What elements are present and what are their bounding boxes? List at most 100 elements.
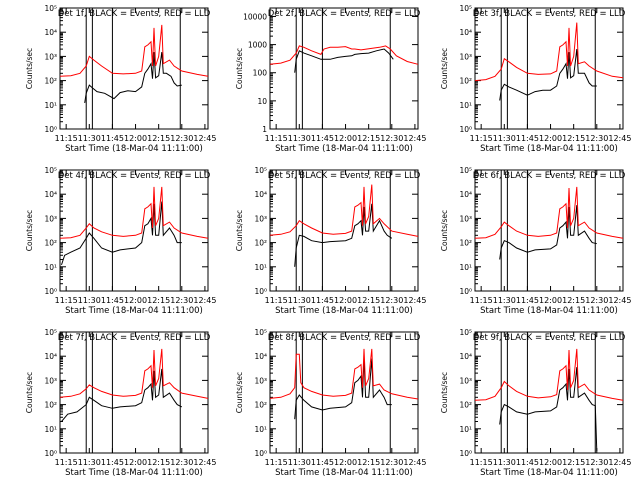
x-tick-label: 12:45 — [403, 296, 426, 305]
x-tick-label: 12:30 — [585, 134, 608, 143]
x-tick-label: 11:30 — [78, 134, 101, 143]
series-line-events — [499, 205, 597, 260]
y-axis-label: Counts/sec — [440, 48, 449, 89]
x-axis-label: Start Time (18-Mar-04 11:11:00) — [65, 306, 203, 316]
x-tick-label: 12:15 — [357, 458, 380, 467]
x-tick-label: 12:45 — [608, 458, 631, 467]
y-tick-label: 10⁴ — [254, 352, 267, 361]
y-axis-label: Counts/sec — [25, 48, 34, 89]
series-line-lld — [474, 348, 624, 401]
y-tick-label: 10⁰ — [254, 449, 267, 458]
x-axis-label: Start Time (18-Mar-04 11:11:00) — [480, 306, 618, 316]
x-axis-label: Start Time (18-Mar-04 11:11:00) — [65, 144, 203, 154]
x-tick-label: 12:15 — [147, 134, 170, 143]
y-tick-label: 1000 — [248, 41, 267, 50]
y-tick-label: 10⁵ — [254, 166, 267, 175]
x-tick-label: 12:00 — [539, 458, 562, 467]
x-tick-label: 12:30 — [380, 458, 403, 467]
panel-title: Det 2f, BLACK = Events, RED = LLD — [268, 9, 421, 19]
x-tick-label: 12:45 — [193, 296, 216, 305]
y-tick-label: 10² — [459, 239, 472, 248]
y-axis-label: Counts/sec — [25, 210, 34, 251]
y-axis-label: Counts/sec — [440, 210, 449, 251]
y-tick-label: 10² — [459, 77, 472, 86]
x-tick-label: 12:00 — [124, 134, 147, 143]
panel-title: Det 5f, BLACK = Events, RED = LLD — [268, 171, 421, 181]
x-tick-label: 11:15 — [265, 296, 288, 305]
x-tick-label: 12:15 — [147, 296, 170, 305]
x-tick-label: 11:15 — [55, 296, 78, 305]
x-tick-label: 12:45 — [193, 134, 216, 143]
x-tick-label: 12:15 — [357, 296, 380, 305]
x-tick-label: 12:00 — [334, 296, 357, 305]
y-tick-label: 10¹ — [254, 425, 267, 434]
plot-frame — [59, 331, 209, 454]
series-line-lld — [474, 22, 624, 82]
x-tick-label: 12:30 — [380, 296, 403, 305]
y-tick-label: 10² — [254, 239, 267, 248]
plot-frame — [269, 331, 419, 454]
series-line-lld — [59, 348, 209, 399]
y-tick-label: 10 — [257, 97, 267, 106]
x-tick-label: 12:30 — [170, 296, 193, 305]
y-tick-label: 10³ — [254, 376, 267, 385]
x-tick-label: 11:15 — [470, 458, 493, 467]
series-line-events — [499, 49, 597, 101]
x-tick-label: 12:15 — [147, 458, 170, 467]
x-tick-label: 11:30 — [493, 134, 516, 143]
y-axis-label: Counts/sec — [440, 372, 449, 413]
y-tick-label: 10² — [44, 77, 57, 86]
y-axis-label: Counts/sec — [235, 210, 244, 251]
x-tick-label: 12:45 — [403, 458, 426, 467]
x-tick-label: 12:45 — [608, 134, 631, 143]
x-tick-label: 12:15 — [357, 134, 380, 143]
y-tick-label: 10¹ — [459, 263, 472, 272]
y-tick-label: 10⁰ — [459, 125, 472, 134]
series-line-events — [84, 52, 182, 103]
x-tick-label: 12:00 — [539, 296, 562, 305]
series-line-lld — [269, 45, 419, 65]
y-tick-label: 10⁴ — [44, 190, 57, 199]
x-tick-label: 12:00 — [124, 296, 147, 305]
x-tick-label: 11:30 — [78, 458, 101, 467]
x-tick-label: 12:45 — [608, 296, 631, 305]
y-tick-label: 1 — [262, 125, 267, 134]
x-axis-label: Start Time (18-Mar-04 11:11:00) — [275, 468, 413, 478]
y-tick-label: 10⁴ — [44, 352, 57, 361]
panel-title: Det 6f, BLACK = Events, RED = LLD — [473, 171, 626, 181]
x-tick-label: 12:30 — [170, 458, 193, 467]
x-tick-label: 11:45 — [516, 458, 539, 467]
y-tick-label: 10² — [44, 401, 57, 410]
plot-frame — [59, 7, 209, 130]
x-tick-label: 11:45 — [516, 296, 539, 305]
panel-title: Det 4f, BLACK = Events, RED = LLD — [58, 171, 211, 181]
y-axis-label: Counts/sec — [25, 372, 34, 413]
y-axis-label: Counts/sec — [235, 48, 244, 89]
y-tick-label: 10⁰ — [254, 287, 267, 296]
x-axis-label: Start Time (18-Mar-04 11:11:00) — [480, 144, 618, 154]
x-axis-label: Start Time (18-Mar-04 11:11:00) — [275, 144, 413, 154]
x-axis-label: Start Time (18-Mar-04 11:11:00) — [275, 306, 413, 316]
x-tick-label: 12:15 — [562, 458, 585, 467]
y-tick-label: 10² — [254, 401, 267, 410]
x-axis-label: Start Time (18-Mar-04 11:11:00) — [480, 468, 618, 478]
y-tick-label: 10¹ — [459, 425, 472, 434]
series-line-events — [294, 48, 394, 73]
y-tick-label: 10² — [459, 401, 472, 410]
series-line-events — [294, 358, 392, 420]
y-tick-label: 10⁰ — [44, 125, 57, 134]
y-tick-label: 10¹ — [254, 263, 267, 272]
x-tick-label: 12:15 — [562, 134, 585, 143]
series-line-lld — [474, 186, 624, 239]
series-line-events — [499, 367, 598, 452]
x-tick-label: 11:15 — [265, 458, 288, 467]
y-tick-label: 10³ — [459, 214, 472, 223]
x-tick-label: 11:30 — [288, 134, 311, 143]
x-tick-label: 12:45 — [193, 458, 216, 467]
x-tick-label: 12:15 — [562, 296, 585, 305]
y-tick-label: 10³ — [44, 214, 57, 223]
y-tick-label: 10⁰ — [459, 287, 472, 296]
